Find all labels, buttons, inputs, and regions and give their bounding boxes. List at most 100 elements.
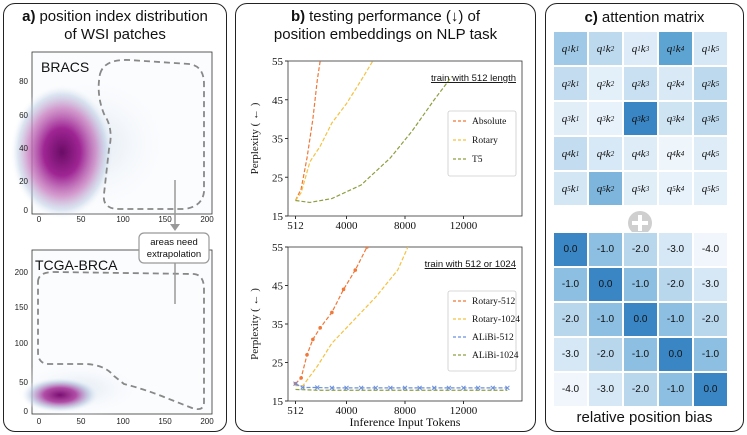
series-point [299, 376, 303, 380]
bias-cell: -3.0 [588, 372, 623, 407]
series-point [353, 268, 358, 272]
x-tick-label: 8000 [394, 220, 417, 232]
bias-cell: 0.0 [553, 232, 588, 267]
bias-cell: -1.0 [693, 337, 728, 372]
legend-entry: Rotary-1024 [472, 315, 520, 325]
bias-cell: -2.0 [623, 372, 658, 407]
y-axis-label: Perplexity ( ← ) [249, 102, 261, 174]
bias-cell: 0.0 [658, 337, 693, 372]
series-point [475, 385, 481, 391]
y-tick-label: 55 [272, 56, 284, 68]
tcga-ytick: 100 [15, 339, 29, 348]
series-line [295, 61, 374, 201]
bracs-ticks: 0 50 100 150 200 0 20 40 60 80 [19, 77, 214, 224]
legend-entry: ALiBi-512 [472, 333, 514, 343]
panel-b-title: b) testing performance (↓) of [236, 8, 535, 26]
bias-cell: -2.0 [693, 302, 728, 337]
series-point [490, 385, 496, 391]
annotation-box [138, 232, 210, 264]
panel-a-plots: 0 50 100 150 200 0 20 40 60 80 BRACS 0 5… [9, 51, 215, 426]
y-tick-label: 35 [272, 134, 284, 146]
bias-cell: -2.0 [588, 337, 623, 372]
panel-b-letter: b) [290, 8, 306, 25]
x-tick-label: 4000 [336, 405, 359, 417]
y-tick-label: 45 [272, 95, 284, 107]
bracs-xtick: 0 [37, 215, 42, 224]
panel-a-title: a) position index distribution [4, 8, 226, 26]
panel-b: b) testing performance (↓) of position em… [235, 3, 536, 432]
plus-icon [628, 211, 652, 235]
panel-b-charts: 512 4000 8000 12000 15 25 35 45 55 Perplexity ( ←… [249, 56, 523, 429]
bias-cell: -2.0 [553, 302, 588, 337]
x-tick-label: 512 [287, 220, 304, 232]
bracs-ytick: 20 [19, 177, 28, 186]
series-point [318, 326, 322, 330]
panel-a-letter: a) [22, 8, 36, 25]
bracs-ytick: 60 [19, 111, 28, 120]
panel-a-title-line2: of WSI patches [64, 26, 166, 43]
series-line [295, 383, 508, 389]
series-point [329, 385, 335, 391]
x-tick-label: 12000 [450, 405, 478, 417]
y-tick-label: 35 [272, 319, 284, 331]
bias-cell: -2.0 [623, 232, 658, 267]
y-tick-label: 25 [272, 172, 284, 184]
bias-cell: -4.0 [553, 372, 588, 407]
series-point [431, 385, 437, 391]
panel-a-title-line1: position index distribution [39, 8, 208, 25]
bias-cell: -2.0 [658, 267, 693, 302]
panel-c-bottom-title: relative position bias [576, 409, 713, 426]
tcga-label: TCGA-BRCA [35, 257, 118, 273]
bias-cell: -1.0 [658, 372, 693, 407]
panel-b-title-line1: testing performance (↓) of [309, 8, 481, 25]
series-point [417, 385, 422, 391]
panel-c-title: c) attention matrix [546, 9, 743, 27]
series-point [446, 385, 452, 391]
bracs-xtick: 50 [77, 215, 86, 224]
bracs-xtick: 200 [200, 215, 214, 224]
x-tick-label: 512 [287, 405, 304, 417]
tcga-ticks: 0 50 100 150 200 0 50 100 150 200 [15, 268, 215, 426]
series-point [402, 385, 408, 391]
tcga-xtick: 0 [37, 417, 42, 426]
annotation-arrowhead [170, 224, 180, 231]
series-point [358, 385, 364, 391]
bias-cell: 0.0 [588, 267, 623, 302]
tcga-xtick: 50 [77, 417, 86, 426]
series-point [388, 385, 393, 391]
bias-cell: -1.0 [623, 267, 658, 302]
relative-position-bias-matrix: 0.0 -1.0 -2.0 -3.0 -4.0 -1.0 0.0 -1.0 -2.0 -3.0 -2… [553, 232, 728, 407]
series-point [344, 385, 349, 391]
bias-cell: -3.0 [658, 232, 693, 267]
tcga-ytick: 150 [15, 303, 29, 312]
series-point [300, 385, 305, 390]
bias-cell: -1.0 [623, 337, 658, 372]
panel-c-letter: c) [584, 9, 598, 26]
tcga-xtick: 150 [158, 417, 172, 426]
chart-annotation: train with 512 or 1024 [425, 259, 516, 270]
tcga-ytick: 200 [15, 268, 29, 277]
legend-box [447, 290, 517, 372]
series-point [293, 381, 298, 387]
panel-b-title-line2: position embeddings on NLP task [273, 26, 498, 43]
series-line [295, 247, 409, 387]
